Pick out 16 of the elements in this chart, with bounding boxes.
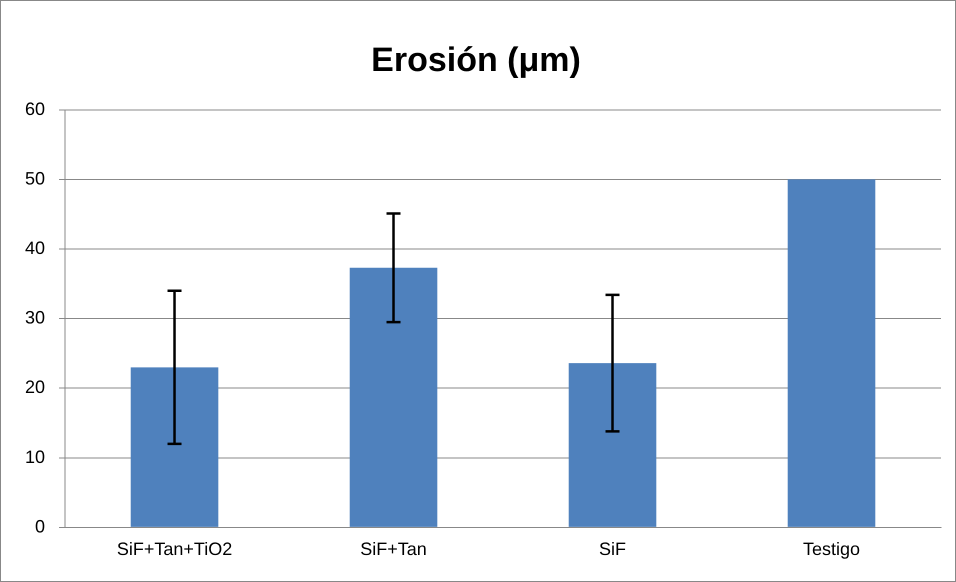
y-tick-label: 60: [24, 98, 46, 119]
bar: [788, 179, 876, 527]
bar: [350, 268, 438, 527]
bar: [130, 367, 218, 527]
y-tick-label: 50: [24, 168, 46, 188]
y-tick-label: 30: [24, 308, 46, 328]
x-tick-label: SiF+Tan+TiO2: [116, 539, 232, 560]
y-tick-label: 10: [24, 446, 46, 467]
y-tick-label: 40: [24, 238, 46, 258]
x-tick-label: Testigo: [802, 539, 860, 560]
y-tick-label: 0: [35, 516, 46, 536]
bar: [568, 363, 656, 527]
chart-title: Erosión (μm): [371, 40, 581, 79]
x-tick-label: SiF+Tan: [360, 539, 427, 560]
x-tick-label: SiF: [599, 539, 626, 560]
y-tick-label: 20: [24, 377, 46, 398]
